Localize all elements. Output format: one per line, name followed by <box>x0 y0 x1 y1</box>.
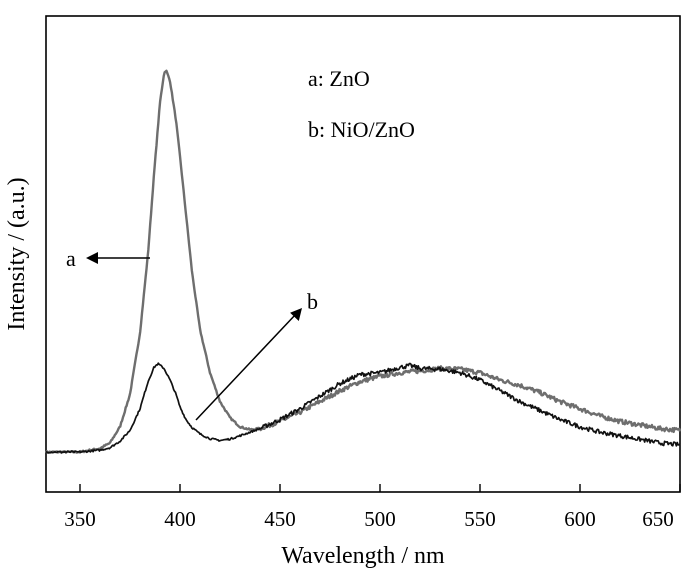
plot-frame <box>45 15 681 493</box>
x-axis-ticks: 350 400 450 500 550 600 650 <box>64 484 681 531</box>
x-tick-label-400: 400 <box>164 507 196 531</box>
legend-entry-b: b: NiO/ZnO <box>308 117 415 142</box>
annotation-a-label: a <box>66 246 76 271</box>
annotation-b-arrowhead <box>290 308 302 321</box>
y-axis-title: Intensity / (a.u.) <box>4 177 30 330</box>
x-tick-label-350: 350 <box>64 507 96 531</box>
x-axis-title: Wavelength / nm <box>281 543 445 569</box>
x-tick-label-500: 500 <box>364 507 396 531</box>
series-layer <box>44 69 682 454</box>
x-tick-label-550: 550 <box>464 507 496 531</box>
legend-entry-a: a: ZnO <box>308 66 370 91</box>
annotation-a: a <box>66 246 150 271</box>
annotation-a-arrowhead <box>86 252 98 264</box>
annotation-b-label: b <box>307 289 318 314</box>
series-line-b <box>45 362 681 454</box>
x-tick-label-450: 450 <box>264 507 296 531</box>
annotation-b: b <box>195 289 318 421</box>
x-tick-label-650: 650 <box>642 507 674 531</box>
annotation-b-arrow <box>195 313 297 421</box>
series-line-a <box>44 69 682 454</box>
x-tick-label-600: 600 <box>564 507 596 531</box>
